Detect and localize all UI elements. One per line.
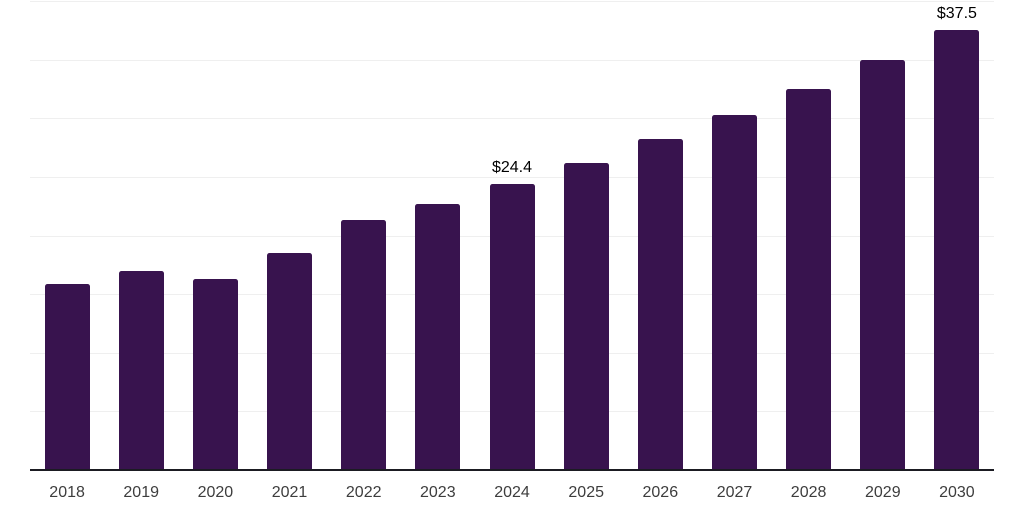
x-axis-line <box>30 469 994 471</box>
x-tick-2019: 2019 <box>123 484 159 501</box>
x-tick-2024: 2024 <box>494 484 530 501</box>
bar-2027 <box>712 114 757 470</box>
bar-2019 <box>118 270 164 470</box>
gridline-35 <box>30 59 994 61</box>
bar-2025 <box>563 162 609 470</box>
x-tick-2030: 2030 <box>939 484 975 501</box>
bar-2021 <box>267 253 312 470</box>
x-tick-2025: 2025 <box>568 484 604 501</box>
bar-2023 <box>415 203 461 470</box>
bar-2028 <box>786 88 832 470</box>
bar-2030 <box>934 30 980 470</box>
x-tick-2021: 2021 <box>271 484 308 501</box>
gridline-25 <box>30 176 994 178</box>
x-tick-2020: 2020 <box>197 484 234 501</box>
x-tick-2018: 2018 <box>49 484 85 501</box>
bar-2026 <box>637 139 683 470</box>
bar-2024 <box>489 183 535 470</box>
x-tick-2027: 2027 <box>716 484 753 501</box>
bar-2018 <box>44 283 90 470</box>
plot-area: $24.4 $37.5 2018 2019 2020 2021 2022 2023 2024 2… <box>30 1 994 501</box>
bar-2029 <box>860 59 906 470</box>
x-tick-2028: 2028 <box>790 484 827 501</box>
data-label-2030: $37.5 <box>936 5 977 23</box>
x-axis-labels: 2018 2019 2020 2021 2022 2023 2024 2025 2026 2027… <box>30 484 994 504</box>
bar-2020 <box>192 278 238 470</box>
bar-2022 <box>341 220 387 470</box>
gridline-40 <box>30 1 994 2</box>
x-tick-2022: 2022 <box>345 484 382 501</box>
x-tick-2023: 2023 <box>420 484 456 501</box>
x-tick-2029: 2029 <box>865 484 901 501</box>
x-tick-2026: 2026 <box>642 484 679 501</box>
data-label-2024: $24.4 <box>491 158 533 176</box>
gridline-30 <box>30 118 994 120</box>
